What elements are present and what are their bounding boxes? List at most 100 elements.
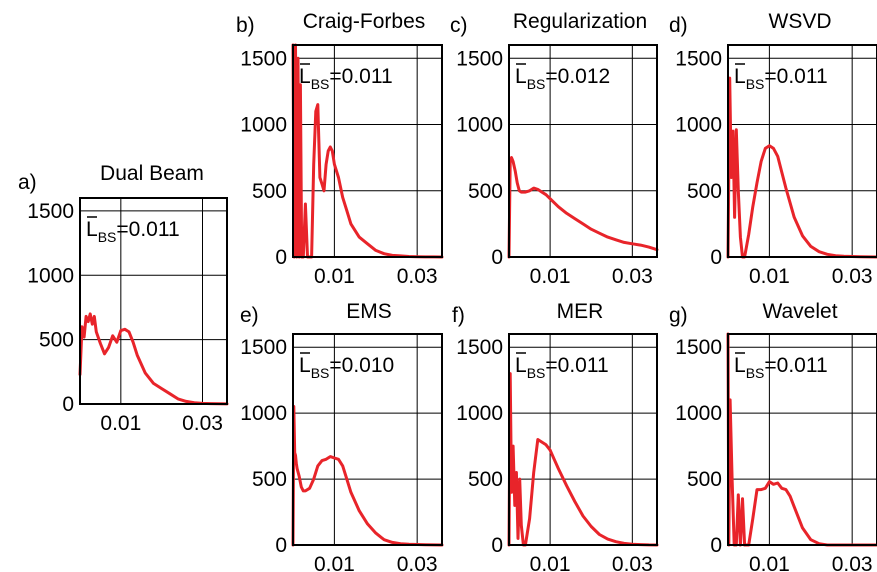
y-tick-label: 1500 (27, 200, 74, 223)
x-tick-label: 0.01 (100, 412, 141, 435)
y-tick-label: 500 (39, 329, 74, 352)
y-tick-label: 0 (275, 246, 287, 269)
y-tick-label: 500 (687, 180, 722, 203)
plot-frame (727, 333, 877, 546)
x-tick-label: 0.03 (612, 553, 653, 572)
lbs-value: =0.011 (545, 354, 608, 377)
lbs-value: =0.011 (764, 354, 827, 377)
lbs-value: =0.011 (116, 218, 179, 241)
x-tick-label: 0.03 (832, 265, 873, 288)
y-tick-label: 500 (468, 180, 503, 203)
panel-title: Dual Beam (100, 162, 204, 185)
panel-title: WSVD (769, 10, 832, 33)
panel-a: 0 500 1000 1500 0.01 0.03 a) Dual Beam LBS=0.011 (18, 162, 229, 435)
lbs-subscript: BS (311, 76, 330, 92)
series-line (726, 76, 877, 259)
lbs-symbol: L (734, 354, 746, 377)
lbs-symbol: L (734, 65, 746, 88)
x-tick-label: 0.01 (749, 265, 790, 288)
series-line (78, 312, 229, 406)
x-tick-label: 0.03 (397, 553, 438, 572)
panel-label: b) (236, 14, 255, 37)
plot-frame (292, 44, 443, 258)
x-tick-label: 0.03 (832, 553, 873, 572)
x-tick-label: 0.03 (397, 265, 438, 288)
plot-frame (727, 44, 877, 258)
y-tick-label: 0 (275, 534, 287, 557)
panel-g: 0 500 1000 1500 0.01 0.03 g) Wavelet LBS=0.011 (669, 300, 877, 572)
series-line (291, 405, 444, 547)
lbs-subscript: BS (98, 229, 117, 245)
plot-frame (79, 197, 228, 405)
y-tick-label: 1500 (456, 336, 503, 359)
lbs-symbol: L (299, 65, 311, 88)
y-tick-label: 1000 (27, 264, 74, 287)
panel-label: c) (450, 14, 468, 37)
panel-label: e) (240, 304, 259, 327)
panel-label: f) (452, 304, 465, 327)
lbs-value: =0.011 (329, 65, 392, 88)
y-tick-label: 1000 (240, 114, 287, 137)
lbs-annotation: LBS=0.011 (299, 65, 393, 92)
lbs-annotation: LBS=0.010 (299, 354, 394, 381)
lbs-annotation: LBS=0.011 (86, 218, 180, 245)
series-line (507, 372, 659, 547)
lbs-annotation: LBS=0.011 (515, 354, 609, 381)
y-tick-label: 1000 (456, 402, 503, 425)
lbs-annotation: LBS=0.012 (515, 65, 610, 92)
panel-title: Craig-Forbes (303, 10, 426, 33)
y-tick-label: 1500 (240, 336, 287, 359)
panel-label: g) (669, 304, 688, 327)
panel-title: Wavelet (762, 300, 837, 323)
x-tick-label: 0.01 (314, 265, 355, 288)
panel-title: EMS (346, 300, 392, 323)
lbs-subscript: BS (527, 365, 546, 381)
lbs-subscript: BS (746, 76, 765, 92)
lbs-symbol: L (299, 354, 311, 377)
panel-c: 0 500 1000 1500 0.01 0.03 c) Regularization LBS=… (450, 10, 659, 288)
y-tick-label: 1000 (675, 402, 722, 425)
x-tick-label: 0.03 (182, 412, 223, 435)
series-line (507, 156, 659, 259)
lbs-annotation: LBS=0.011 (734, 354, 828, 381)
y-tick-label: 1000 (675, 114, 722, 137)
x-tick-label: 0.01 (530, 265, 571, 288)
y-tick-label: 1000 (456, 114, 503, 137)
panel-title: MER (557, 300, 604, 323)
y-tick-label: 1500 (240, 47, 287, 70)
lbs-annotation: LBS=0.011 (734, 65, 828, 92)
panel-label: d) (669, 14, 688, 37)
y-tick-label: 500 (252, 180, 287, 203)
y-tick-label: 0 (62, 393, 74, 416)
panel-b: 0 500 1000 1500 0.01 0.03 b) Craig-Forbes LBS=0.… (236, 10, 444, 288)
y-tick-label: 0 (710, 246, 722, 269)
y-tick-label: 1500 (675, 47, 722, 70)
lbs-symbol: L (515, 65, 527, 88)
plot-frame (292, 333, 443, 546)
lbs-subscript: BS (746, 365, 765, 381)
lbs-symbol: L (86, 218, 98, 241)
x-tick-label: 0.01 (530, 553, 571, 572)
x-tick-label: 0.01 (749, 553, 790, 572)
plot-frame (508, 44, 658, 258)
plot-frame (508, 333, 658, 546)
panel-f: 0 500 1000 1500 0.01 0.03 f) MER LBS=0.011 (452, 300, 659, 572)
lbs-symbol: L (515, 354, 527, 377)
lbs-value: =0.010 (329, 354, 394, 377)
panel-label: a) (18, 171, 37, 194)
y-tick-label: 1000 (240, 402, 287, 425)
y-tick-label: 0 (491, 246, 503, 269)
lbs-subscript: BS (311, 365, 330, 381)
lbs-value: =0.011 (764, 65, 827, 88)
y-tick-label: 0 (710, 534, 722, 557)
lbs-value: =0.012 (545, 65, 610, 88)
y-tick-label: 1500 (456, 47, 503, 70)
y-tick-label: 1500 (675, 336, 722, 359)
y-tick-label: 500 (252, 468, 287, 491)
y-tick-label: 500 (468, 468, 503, 491)
x-tick-label: 0.03 (612, 265, 653, 288)
panel-e: 0 500 1000 1500 0.01 0.03 e) EMS LBS=0.010 (240, 300, 444, 572)
lbs-subscript: BS (527, 76, 546, 92)
series-line (291, 43, 444, 259)
